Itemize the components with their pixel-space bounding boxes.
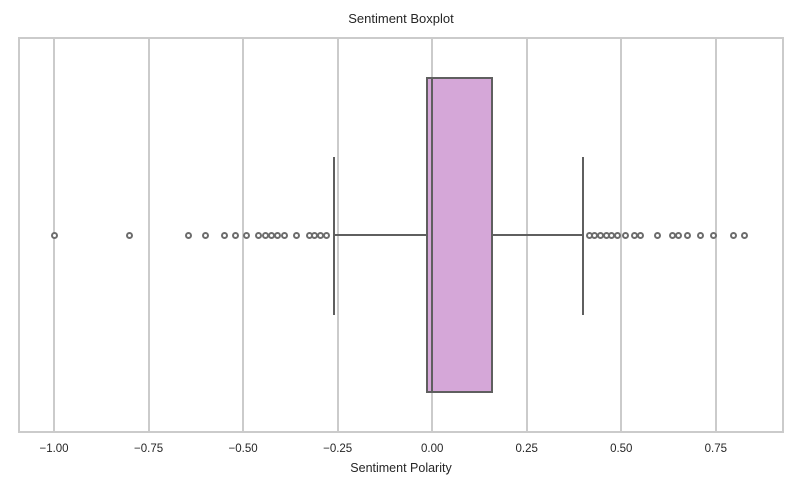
outlier-point: [740, 232, 748, 239]
x-tick-label: −0.50: [228, 443, 258, 455]
outlier-point: [631, 232, 639, 239]
outlier-point: [675, 232, 683, 239]
outlier-point: [683, 232, 691, 239]
outlier-point: [243, 232, 251, 239]
x-tick-label: 0.25: [515, 443, 538, 455]
outlier-point: [322, 232, 330, 239]
outlier-point: [613, 232, 621, 239]
outlier-point: [697, 232, 705, 239]
median-line: [431, 77, 434, 393]
box: [425, 77, 493, 393]
x-tick-label: −0.75: [134, 443, 164, 455]
x-tick-label: 0.50: [610, 443, 633, 455]
x-axis-label: Sentiment Polarity: [350, 461, 452, 475]
gridline: [242, 39, 245, 431]
whisker-line-low: [333, 234, 427, 236]
outlier-point: [637, 232, 645, 239]
whisker-cap-low: [332, 157, 335, 315]
gridline: [147, 39, 150, 431]
gridline: [620, 39, 623, 431]
outlier-point: [668, 232, 676, 239]
outlier-point: [710, 232, 718, 239]
outlier-point: [126, 232, 134, 239]
x-tick-label: −1.00: [39, 443, 69, 455]
outlier-point: [273, 232, 281, 239]
outlier-point: [184, 232, 192, 239]
whisker-line-high: [491, 234, 584, 236]
outlier-point: [254, 232, 262, 239]
outlier-point: [622, 232, 630, 239]
outlier-point: [281, 232, 289, 239]
x-tick-label: 0.75: [704, 443, 728, 455]
outlier-point: [232, 232, 240, 239]
outlier-point: [730, 232, 738, 239]
outlier-point: [292, 232, 300, 239]
x-tick-label: 0.00: [420, 443, 444, 455]
outlier-point: [220, 232, 228, 239]
outlier-point: [50, 232, 58, 239]
plot-area: [18, 37, 784, 433]
chart-title: Sentiment Boxplot: [348, 11, 454, 26]
outlier-point: [653, 232, 661, 239]
whisker-cap-high: [582, 157, 585, 315]
x-tick-label: −0.25: [323, 443, 353, 455]
outlier-point: [201, 232, 209, 239]
